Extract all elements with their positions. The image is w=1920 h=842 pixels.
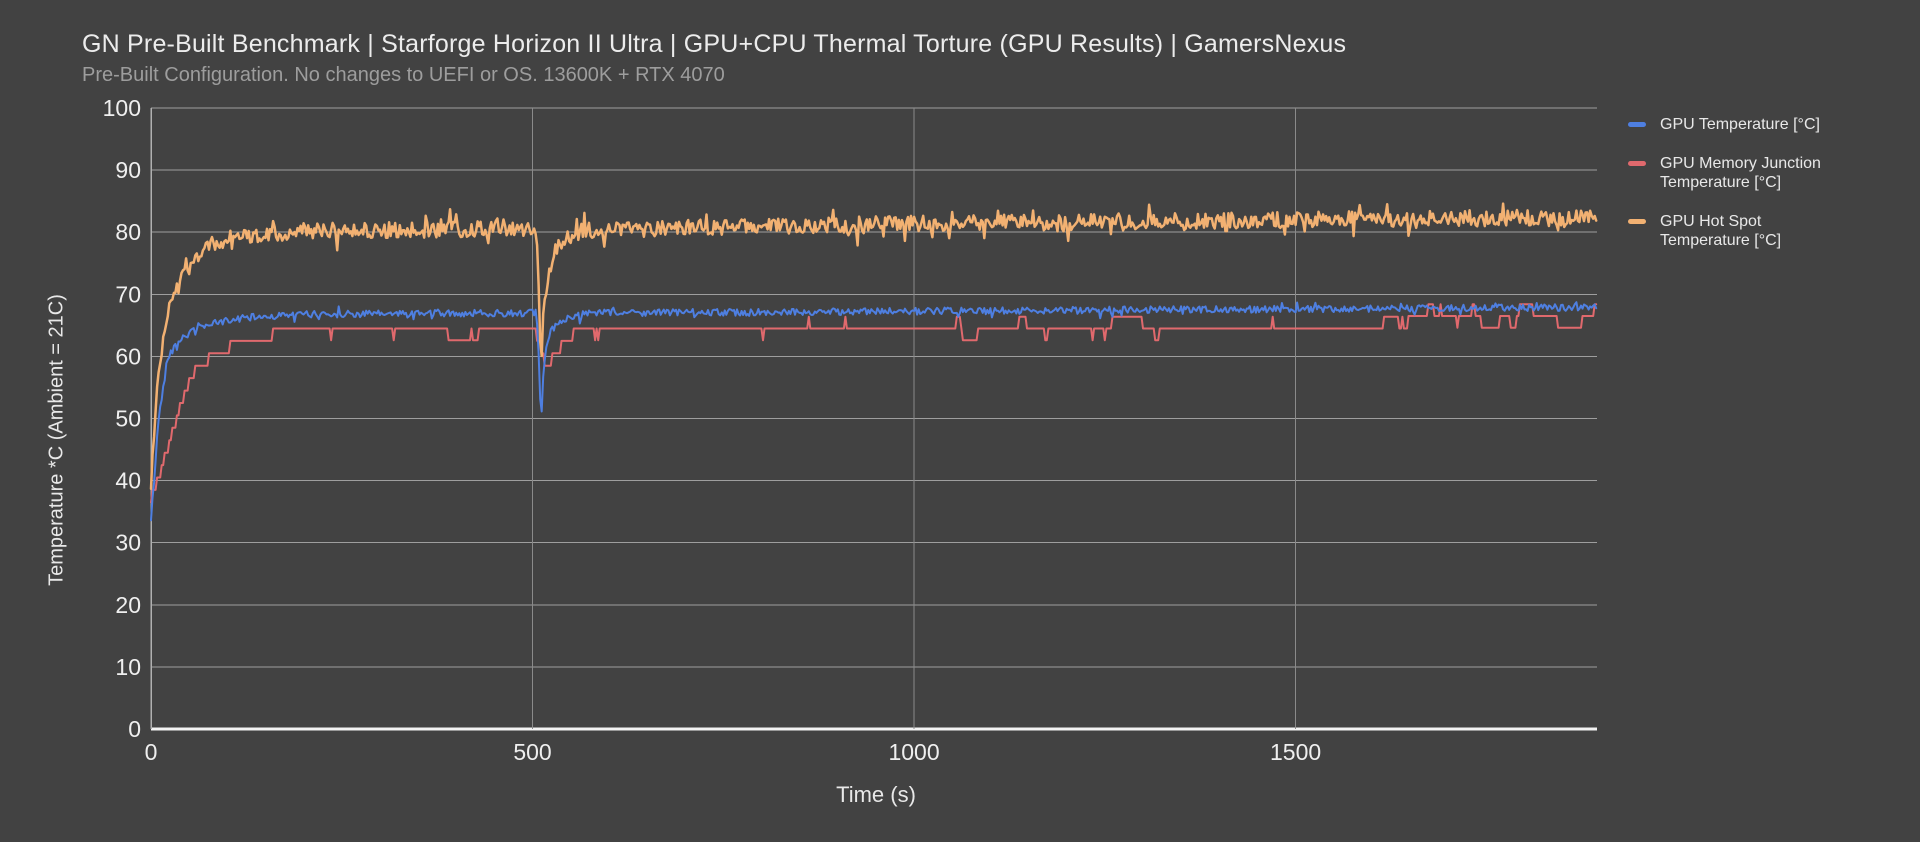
y-tick-label: 60: [115, 343, 141, 369]
legend-label: GPU Hot Spot Temperature [°C]: [1660, 213, 1782, 249]
y-tick-label: 40: [115, 468, 141, 494]
legend-item-gpu-temperature: GPU Temperature [°C]: [1628, 115, 1845, 134]
y-tick-label: 80: [115, 219, 141, 245]
series-line-gpu-temperature-c: [150, 301, 1598, 522]
legend-swatch-icon: [1628, 122, 1646, 127]
legend: GPU Temperature [°C] GPU Memory Junction…: [1628, 115, 1845, 250]
y-tick-label: 10: [115, 654, 141, 680]
legend-label: GPU Memory Junction Temperature [°C]: [1660, 155, 1821, 191]
x-axis-title: Time (s): [836, 782, 916, 807]
legend-swatch-icon: [1628, 219, 1646, 224]
y-axis-title: Temperature *C (Ambient = 21C): [45, 294, 68, 586]
x-tick-label: 0: [145, 739, 158, 765]
legend-item-gpu-hot-spot-temperature: GPU Hot Spot Temperature [°C]: [1628, 212, 1845, 250]
y-tick-label: 90: [115, 157, 141, 183]
legend-label: GPU Temperature [°C]: [1660, 116, 1820, 133]
series-line-gpu-hot-spot-temperature-c: [149, 202, 1598, 491]
x-tick-label: 1500: [1270, 739, 1321, 765]
y-tick-label: 100: [103, 95, 141, 121]
y-tick-label: 20: [115, 592, 141, 618]
legend-swatch-icon: [1628, 161, 1646, 166]
x-tick-label: 1000: [888, 739, 939, 765]
legend-item-gpu-memory-junction-temperature: GPU Memory Junction Temperature [°C]: [1628, 154, 1845, 192]
y-tick-label: 30: [115, 530, 141, 556]
y-tick-label: 50: [115, 406, 141, 432]
chart-title: GN Pre-Built Benchmark | Starforge Horiz…: [82, 30, 1347, 58]
y-tick-label: 0: [128, 716, 141, 742]
series-line-gpu-memory-junction-temperature-c: [150, 303, 1598, 504]
chart-subtitle: Pre-Built Configuration. No changes to U…: [82, 64, 725, 86]
y-tick-label: 70: [115, 281, 141, 307]
x-tick-label: 500: [513, 739, 551, 765]
